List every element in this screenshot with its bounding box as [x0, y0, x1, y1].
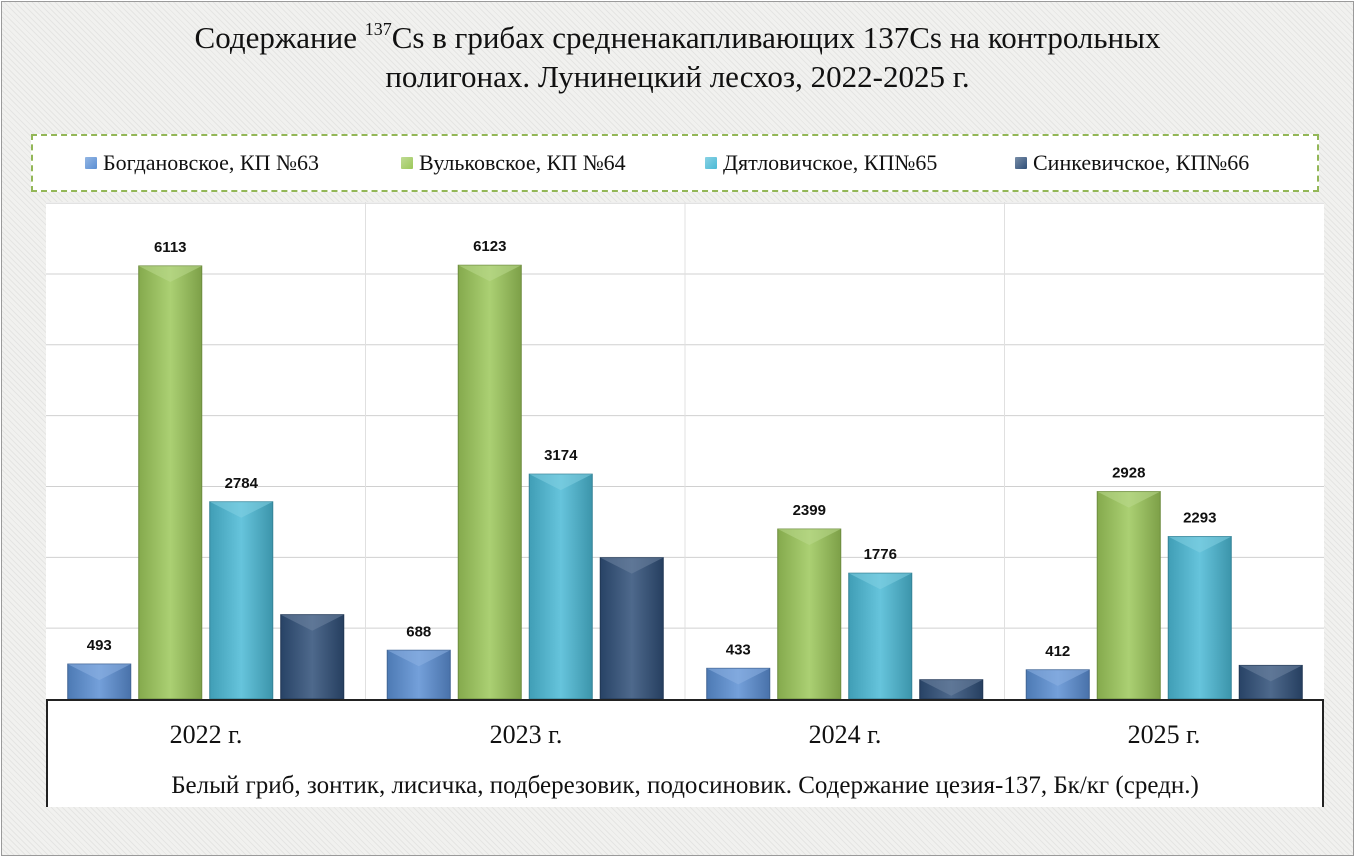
bar-bevel: [458, 265, 522, 282]
value-label-4-4: 474: [1258, 638, 1284, 655]
value-label-4-1: 1190: [296, 588, 329, 605]
legend-label-3: Дятловичское, КП№65: [723, 150, 938, 175]
bar-bevel: [600, 557, 664, 574]
value-label-1-3: 433: [726, 641, 751, 658]
legend-label-1: Богдановское, КП №63: [103, 150, 319, 175]
value-label-1-4: 412: [1045, 643, 1070, 660]
legend-item-1: Богдановское, КП №63: [85, 136, 319, 190]
title-superscript: 137: [364, 19, 392, 39]
title-line1-pre: Содержание: [194, 20, 365, 55]
bar-bevel: [1168, 536, 1232, 553]
chart-title: Содержание 137Cs в грибах средненакаплив…: [0, 18, 1355, 96]
bar-bevel: [387, 650, 451, 667]
bar-bevel: [706, 668, 770, 685]
value-label-2-3: 2399: [793, 502, 826, 519]
bar-2-4: [1096, 491, 1161, 700]
bar-1-1: [67, 663, 132, 700]
bar-4-2: [599, 557, 664, 700]
value-label-2-1: 6113: [154, 239, 187, 256]
category-label-2023: 2023 г.: [489, 720, 563, 749]
category-label-2024: 2024 г.: [808, 720, 882, 749]
x-axis-box: [46, 699, 1324, 807]
value-label-2-2: 6123: [473, 238, 506, 255]
bar-bevel: [1097, 491, 1161, 508]
bar-bevel: [919, 679, 983, 696]
category-label-2022: 2022 г.: [169, 720, 243, 749]
legend: Богдановское, КП №63 Вульковское, КП №64…: [31, 134, 1319, 192]
bar-3-2: [528, 473, 593, 700]
bar-2-1: [138, 265, 203, 700]
legend-label-2: Вульковское, КП №64: [419, 150, 626, 175]
bar-bevel: [529, 474, 593, 491]
plot-area: 493 6113 2784 1190 688 6123 3174 1995 433 2399 177…: [46, 202, 1324, 700]
legend-swatch-1: [85, 157, 97, 169]
title-line1-post: Cs в грибах средненакапливающих 137Cs на…: [391, 20, 1161, 55]
bar-3-3: [848, 572, 913, 700]
value-label-3-4: 2293: [1183, 510, 1216, 527]
value-label-1-1: 493: [87, 637, 112, 654]
bar-chart: 493 6113 2784 1190 688 6123 3174 1995 433 2399 177…: [46, 202, 1324, 700]
value-label-2-4: 2928: [1112, 465, 1145, 482]
bar-bevel: [280, 614, 344, 631]
value-label-3-3: 1776: [864, 546, 897, 563]
bar-2-3: [777, 528, 842, 700]
legend-item-3: Дятловичское, КП№65: [705, 136, 937, 190]
x-axis-label: Белый гриб, зонтик, лисичка, подберезови…: [171, 772, 1199, 799]
legend-item-4: Синкевичское, КП№66: [1015, 136, 1249, 190]
bar-3-4: [1167, 536, 1232, 700]
bar-2-2: [457, 264, 522, 700]
value-label-4-3: 272: [939, 653, 964, 670]
legend-swatch-4: [1015, 157, 1027, 169]
legend-label-4: Синкевичское, КП№66: [1033, 150, 1250, 175]
title-line2: полигонах. Лунинецкий лесхоз, 2022-2025 …: [385, 59, 970, 94]
value-label-3-1: 2784: [225, 475, 259, 492]
legend-swatch-2: [401, 157, 413, 169]
value-label-1-2: 688: [406, 623, 431, 640]
bar-bevel: [138, 265, 202, 282]
bar-bevel: [67, 664, 131, 681]
legend-item-2: Вульковское, КП №64: [401, 136, 626, 190]
legend-swatch-3: [705, 157, 717, 169]
bar-bevel: [1239, 665, 1303, 682]
bar-bevel: [1026, 669, 1090, 686]
bar-3-1: [209, 501, 274, 700]
value-label-3-2: 3174: [544, 447, 578, 464]
bar-bevel: [777, 529, 841, 546]
category-label-2025: 2025 г.: [1127, 720, 1201, 749]
bar-bevel: [848, 573, 912, 590]
value-label-4-2: 1995: [615, 531, 648, 548]
bar-bevel: [209, 501, 273, 518]
